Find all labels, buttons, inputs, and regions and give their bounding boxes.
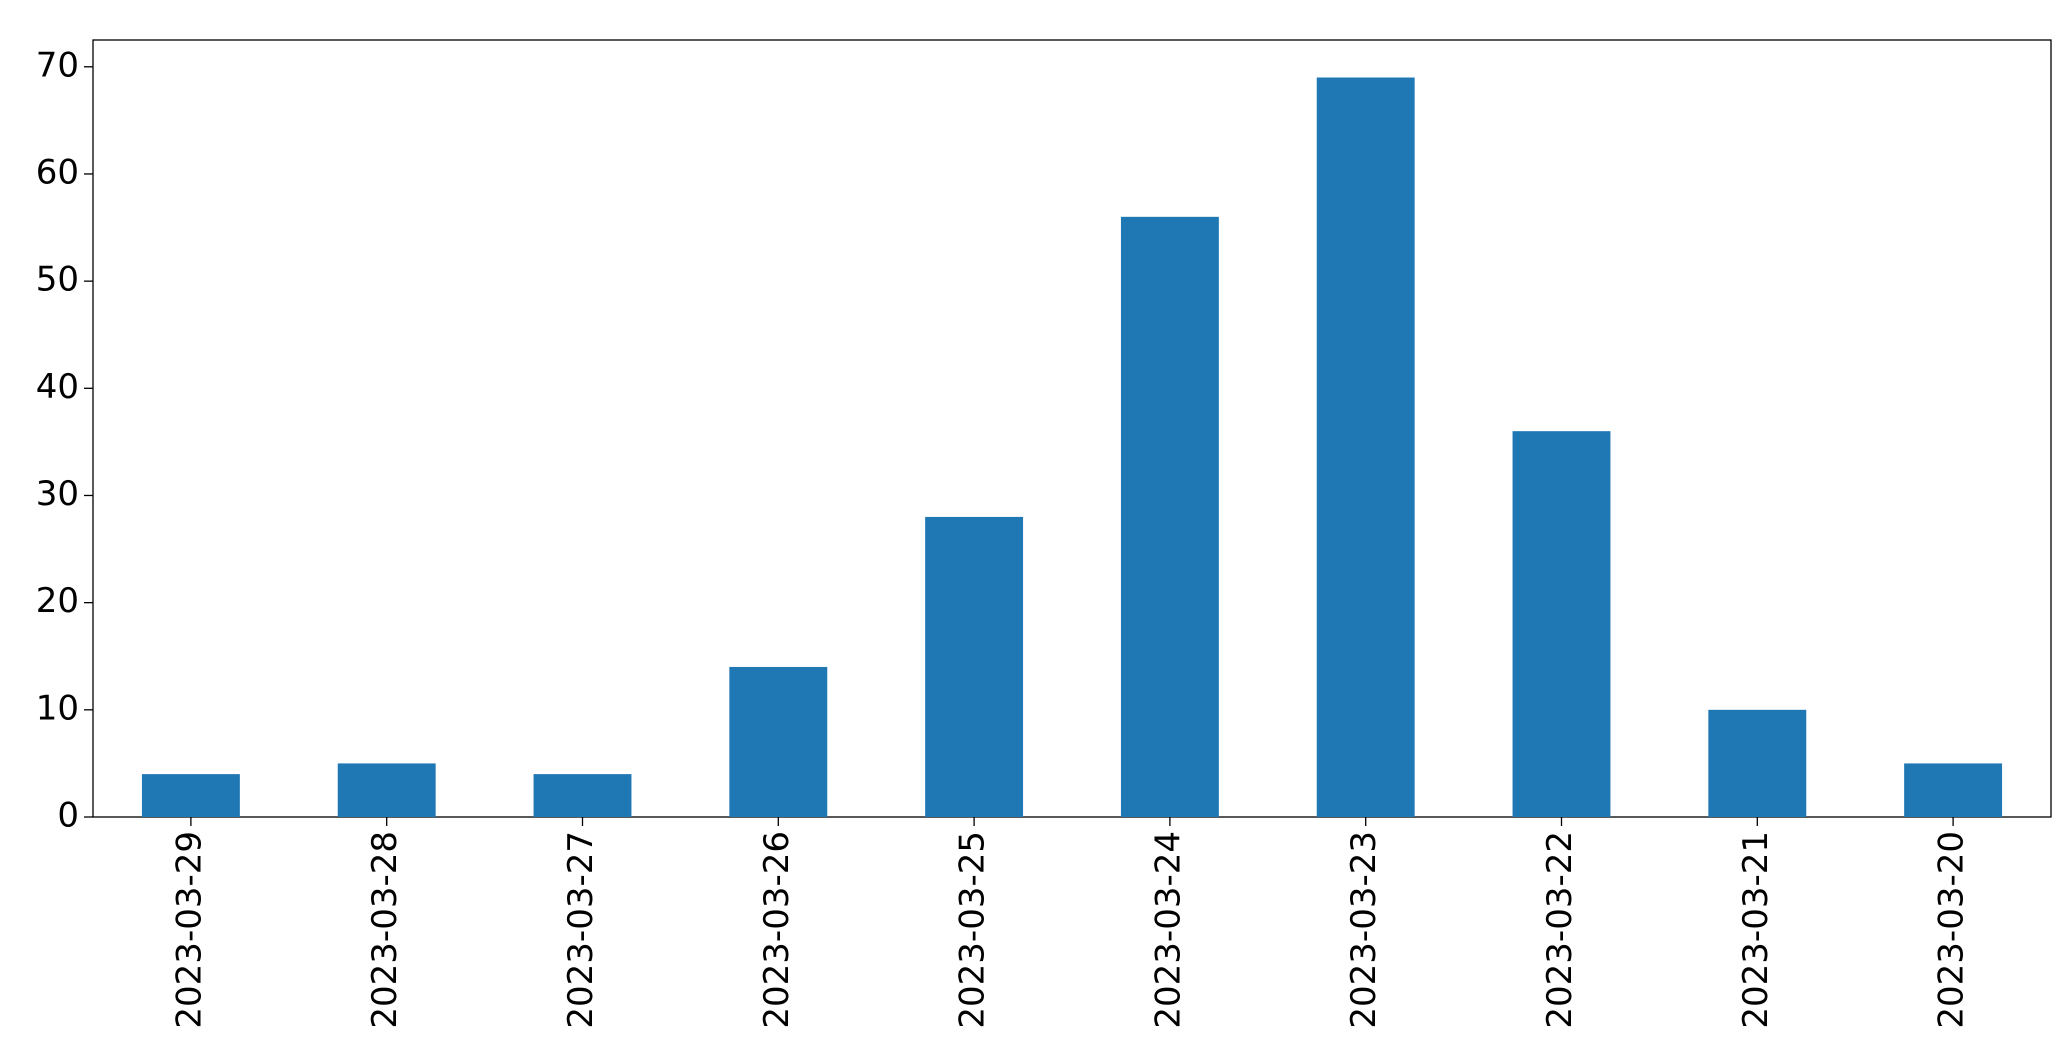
bar [729,666,828,817]
bar [1512,431,1611,817]
y-tick-label: 20 [36,581,79,621]
y-tick-label: 60 [36,152,79,192]
y-tick-label: 50 [36,260,79,300]
bar [1316,77,1415,817]
y-tick-label: 10 [36,688,79,728]
x-tick-label: 2023-03-28 [365,831,405,1029]
x-tick-label: 2023-03-27 [561,831,601,1029]
x-tick-label: 2023-03-25 [953,831,993,1029]
x-tick-label: 2023-03-21 [1736,831,1776,1029]
bar [925,516,1024,817]
x-tick-label: 2023-03-23 [1344,831,1384,1029]
bar [533,774,632,817]
bar [337,763,436,817]
plot-frame [92,39,2052,818]
y-tick-label: 40 [36,367,79,407]
bar [141,774,240,817]
y-tick-label: 0 [57,796,79,836]
x-tick-label: 2023-03-24 [1148,831,1188,1029]
bar [1708,709,1807,817]
x-tick-label: 2023-03-20 [1932,831,1972,1029]
x-tick-label: 2023-03-22 [1540,831,1580,1029]
x-tick-label: 2023-03-29 [169,831,209,1029]
x-tick-label: 2023-03-26 [757,831,797,1029]
bar [1120,216,1219,818]
y-tick-label: 70 [36,45,79,85]
bar [1904,763,2003,817]
y-tick-label: 30 [36,474,79,514]
